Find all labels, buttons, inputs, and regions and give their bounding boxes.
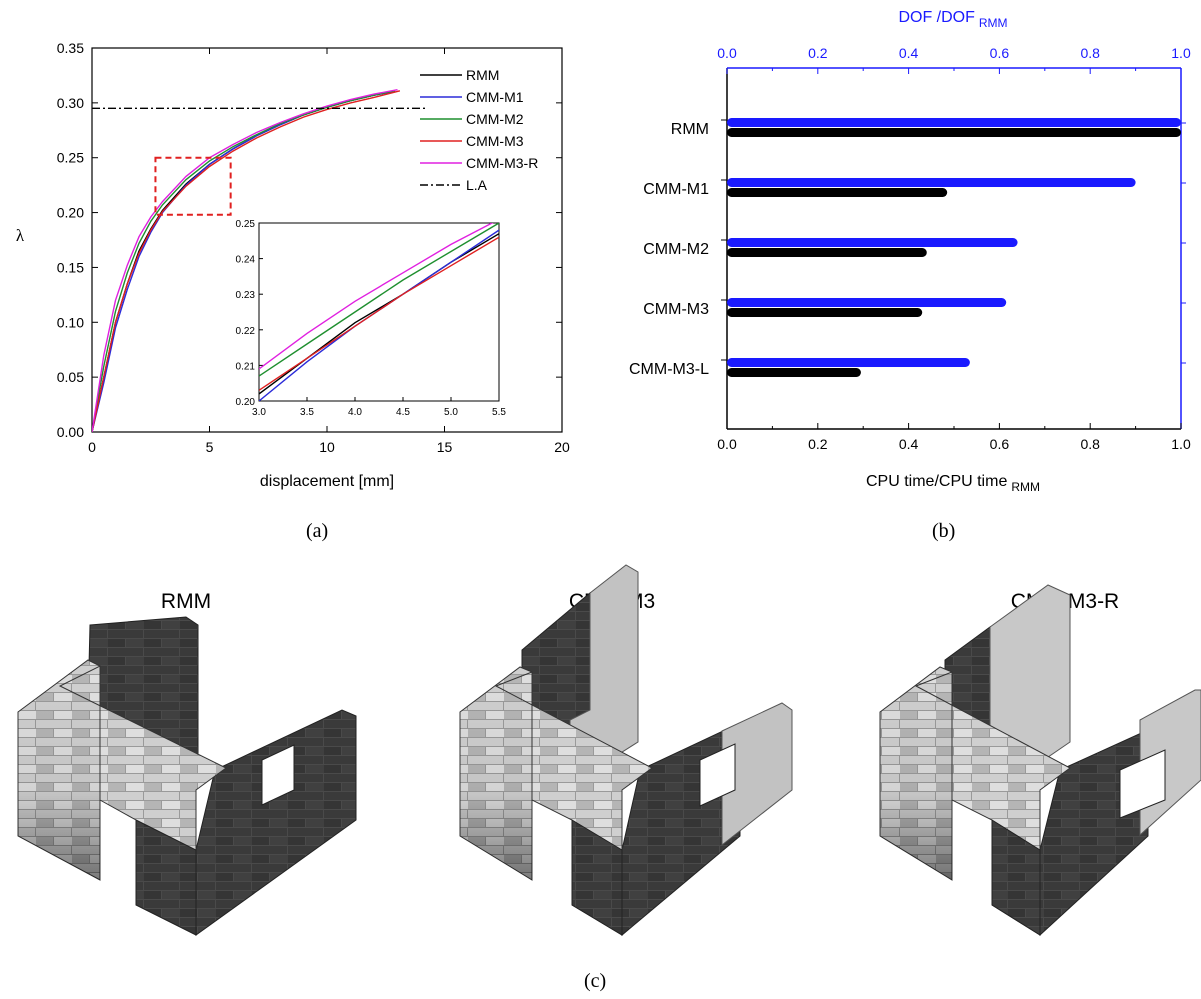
x-tick-label-a: 15: [437, 439, 453, 455]
x-tick-label-b: 0.4: [899, 436, 919, 452]
y-tick-label-a: 0.10: [57, 314, 84, 330]
window-cmm-m3-r: [1119, 749, 1166, 819]
inset-x-tick-label: 4.0: [348, 407, 362, 418]
panel-a-line-chart: 0 5 10 15 20 0.00 0.05 0.10 0.15 0.20 0.25 0.30 0.35…: [16, 40, 570, 490]
x-tick-label-top-b: 0.6: [990, 45, 1010, 61]
x-tick-label-top-b: 0.2: [808, 45, 828, 61]
y-axis-label-a: λ: [16, 226, 25, 245]
bar-cpu-time: [727, 248, 927, 257]
category-label: CMM-M3: [643, 301, 709, 318]
inset-y-tick-label: 0.20: [236, 397, 256, 408]
bar-cpu-time: [727, 308, 923, 317]
axis-ticks-b: 0.0 0.0 0.2 0.2 0.4 0.4 0.6 0.6 0.8 0.8 1.0 1.0: [717, 45, 1191, 452]
y-tick-label-a: 0.00: [57, 424, 84, 440]
model-rmm: RMM: [17, 590, 357, 936]
right-wall-continuum-cmm-m3: [721, 702, 793, 847]
x-axis-label-top-b: DOF /DOF RMM: [898, 9, 1007, 30]
category-label: CMM-M1: [643, 181, 709, 198]
legend-label: CMM-M2: [466, 111, 524, 127]
series-line-cmm-m3: [92, 90, 401, 432]
category-labels-b: RMM CMM-M1 CMM-M2 CMM-M3 CMM-M3-L: [629, 121, 709, 378]
y-tick-label-a: 0.35: [57, 40, 84, 56]
inset-y-tick-label: 0.24: [236, 255, 256, 266]
y-tick-label-a: 0.15: [57, 259, 84, 275]
window-cmm-m3: [699, 743, 736, 807]
x-tick-label-a: 20: [554, 439, 570, 455]
legend-a: RMM CMM-M1 CMM-M2 CMM-M3 CMM-M3-R L.A: [420, 67, 538, 193]
panel-b-bar-chart: 0.0 0.0 0.2 0.2 0.4 0.4 0.6 0.6 0.8 0.8 1.0 1.0 RMM…: [629, 9, 1191, 494]
category-label: CMM-M2: [643, 241, 709, 258]
legend-label: RMM: [466, 67, 499, 83]
x-tick-label-b: 0.0: [717, 436, 737, 452]
zoom-highlight-box: [154, 156, 232, 216]
inset-series-group: [259, 223, 499, 401]
series-line-cmm-m2: [92, 90, 396, 432]
model-cmm-m3-r: CMM-M3-R: [879, 584, 1201, 937]
inset-x-tick-label: 5.5: [492, 407, 506, 418]
x-tick-label-top-b: 0.8: [1080, 45, 1100, 61]
legend-label: CMM-M1: [466, 89, 524, 105]
y-tick-label-a: 0.20: [57, 205, 84, 221]
right-wall-rmm: [195, 709, 357, 936]
bars-group-b: [727, 118, 1181, 377]
inset-ticks: 3.0 3.5 4.0 4.5 5.0 5.5 0.20 0.21 0.22 0.23 0.24 0.…: [236, 219, 507, 418]
x-tick-label-a: 10: [319, 439, 335, 455]
inset-y-tick-label: 0.25: [236, 219, 256, 230]
caption-c: (c): [584, 970, 607, 992]
x-axis-label-bottom-b: CPU time/CPU time RMM: [866, 473, 1040, 494]
bar-cpu-time: [727, 128, 1181, 137]
legend-label: CMM-M3: [466, 133, 524, 149]
bar-dof: [727, 238, 1018, 247]
legend-label: L.A: [466, 177, 488, 193]
inset-series-line: [259, 236, 499, 391]
x-tick-label-a: 5: [206, 439, 214, 455]
x-tick-label-b: 0.8: [1080, 436, 1100, 452]
inset-x-tick-label: 3.5: [300, 407, 314, 418]
x-tick-label-b: 0.6: [990, 436, 1010, 452]
axis-ticks-a: 0 5 10 15 20 0.00 0.05 0.10 0.15 0.20 0.25 0.30 0.35: [57, 40, 570, 455]
category-label: RMM: [671, 121, 709, 138]
inset-y-tick-label: 0.23: [236, 290, 256, 301]
x-tick-label-b: 1.0: [1171, 436, 1191, 452]
window-rmm: [261, 744, 295, 806]
y-tick-label-a: 0.05: [57, 369, 84, 385]
inset-series-line: [259, 223, 499, 377]
x-axis-label-a: displacement [mm]: [260, 473, 394, 490]
caption-b: (b): [932, 520, 956, 542]
bar-cpu-time: [727, 368, 861, 377]
inset-x-tick-label: 5.0: [444, 407, 458, 418]
x-tick-label-a: 0: [88, 439, 96, 455]
y-tick-label-a: 0.30: [57, 95, 84, 111]
x-tick-label-b: 0.2: [808, 436, 828, 452]
caption-a: (a): [306, 520, 329, 542]
x-tick-label-top-b: 0.0: [717, 45, 737, 61]
inset-y-tick-label: 0.22: [236, 326, 256, 337]
series-group-a: [92, 89, 426, 432]
category-label: CMM-M3-L: [629, 361, 709, 378]
inset-x-tick-label: 3.0: [252, 407, 266, 418]
x-tick-label-top-b: 0.4: [899, 45, 919, 61]
inset-series-line: [259, 223, 494, 370]
bar-dof: [727, 118, 1181, 127]
bar-dof: [727, 298, 1007, 307]
bar-dof: [727, 178, 1136, 187]
bar-cpu-time: [727, 188, 948, 197]
inset-y-tick-label: 0.21: [236, 361, 256, 372]
model-cmm-m3: CMM-M3: [459, 564, 793, 937]
inset-frame: [258, 222, 500, 402]
x-tick-label-top-b: 1.0: [1171, 45, 1191, 61]
model-title-rmm: RMM: [161, 590, 211, 613]
inset-chart: 3.0 3.5 4.0 4.5 5.0 5.5 0.20 0.21 0.22 0.23 0.24 0.…: [236, 219, 507, 418]
y-tick-label-a: 0.25: [57, 150, 84, 166]
inset-x-tick-label: 4.5: [396, 407, 410, 418]
bar-dof: [727, 358, 970, 367]
legend-label: CMM-M3-R: [466, 155, 538, 171]
